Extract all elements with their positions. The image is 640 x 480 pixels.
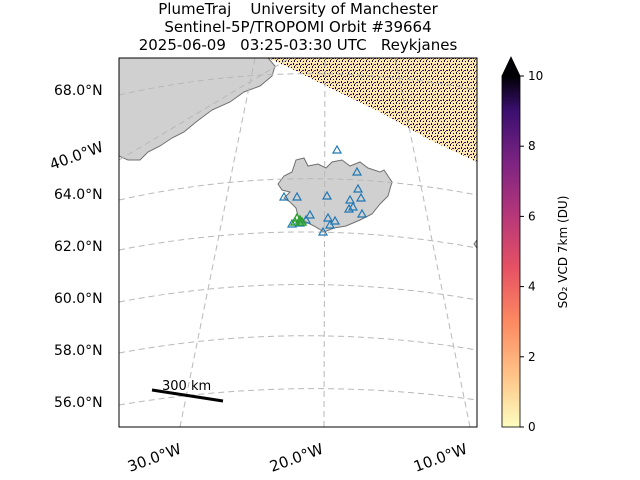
active-vent-markers (289, 212, 308, 226)
scale-bar (151, 388, 224, 403)
lat-label-60: 60.0°N (54, 291, 103, 307)
lon-label-20w: 20.0°W (267, 440, 326, 476)
colorbar-tick-label: 0 (528, 420, 536, 434)
so2-swath (268, 58, 477, 162)
lat-label-56: 56.0°N (54, 395, 103, 411)
volcano-marker (343, 203, 355, 213)
colorbar-tick-label: 8 (528, 139, 536, 153)
vent-marker (294, 214, 306, 224)
volcano-marker (356, 208, 368, 218)
volcano-marker (304, 209, 316, 219)
vent-marker (296, 216, 308, 226)
volcano-marker (352, 183, 364, 193)
faroe-edge (473, 239, 477, 249)
colorbar-label: SO₂ VCD 7km (DU) (556, 196, 570, 309)
volcano-marker (347, 201, 359, 211)
graticule-meridians (119, 58, 471, 427)
volcano-marker (351, 166, 363, 176)
volcano-marker (317, 226, 329, 236)
colorbar-tick-label: 4 (528, 280, 536, 294)
colorbar: 0 2 4 6 8 10 SO₂ VCD 7km (DU) (501, 56, 570, 434)
volcano-marker (344, 194, 356, 204)
map-frame (118, 57, 478, 428)
volcano-marker (291, 191, 303, 201)
title-line-3: 2025-06-09 03:25-03:30 UTC Reykjanes (138, 36, 458, 54)
map-area (119, 58, 477, 427)
lon-label-40w: 40.0°W (47, 138, 106, 174)
volcano-markers (278, 144, 368, 236)
lat-label-58: 58.0°N (54, 343, 103, 359)
volcano-marker (324, 219, 336, 229)
title-line-2: Sentinel-5P/TROPOMI Orbit #39664 (164, 18, 432, 36)
graticule-parallels (119, 73, 477, 406)
greenland-land (119, 58, 276, 161)
volcano-marker (331, 144, 343, 154)
volcano-marker (322, 212, 334, 222)
volcano-marker (355, 192, 367, 202)
volcano-marker (286, 218, 298, 228)
scale-bar-label: 300 km (162, 379, 211, 394)
colorbar-tick-label: 2 (528, 350, 536, 364)
colorbar-tick-label: 10 (528, 69, 543, 83)
lon-label-30w: 30.0°W (125, 440, 184, 476)
volcano-marker (278, 191, 290, 201)
volcano-marker (300, 214, 312, 224)
lon-label-10w: 10.0°W (411, 440, 470, 476)
lat-label-64: 64.0°N (54, 187, 103, 203)
volcano-marker (329, 215, 341, 225)
colorbar-gradient (501, 75, 521, 428)
lat-label-62: 62.0°N (54, 239, 103, 255)
volcano-marker (321, 190, 333, 200)
lat-label-68: 68.0°N (54, 83, 103, 99)
vent-marker (289, 216, 301, 226)
title-line-1: PlumeTraj University of Manchester (158, 0, 438, 18)
colorbar-extend-arrow (501, 56, 521, 77)
colorbar-tick-label: 6 (528, 209, 536, 223)
